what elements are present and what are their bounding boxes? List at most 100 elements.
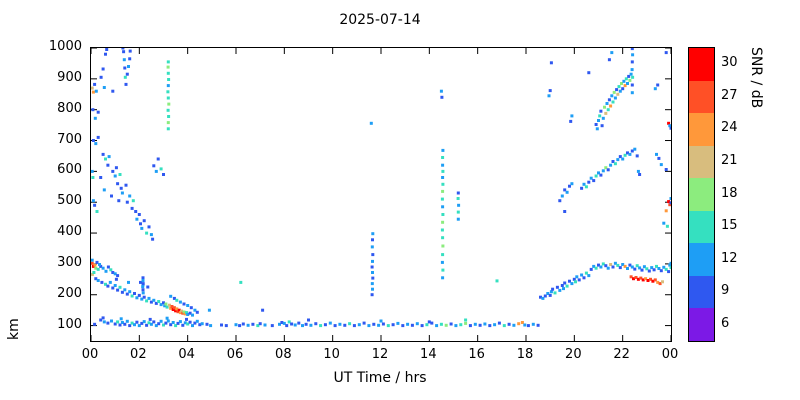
data-point [319,324,323,328]
data-point [169,323,173,327]
data-point [577,278,581,282]
data-point [93,203,97,207]
data-point [93,322,97,326]
x-tick-label: 10 [323,347,340,362]
data-point [93,82,97,86]
data-point [91,272,94,276]
data-point [147,225,151,229]
data-point [493,323,497,327]
data-point [653,87,657,91]
data-point [119,317,123,321]
data-point [497,321,501,325]
data-point [104,269,108,273]
data-point [169,294,173,298]
data-point [441,253,445,257]
data-point [307,318,310,322]
data-point [639,276,643,280]
x-tick-label: 00 [661,347,679,362]
data-point [111,286,115,290]
data-point [391,323,395,327]
y-tick-label: 600 [57,162,82,178]
data-point [415,322,419,326]
data-point [127,280,130,284]
data-point [166,108,170,112]
data-point [622,79,626,83]
data-point [170,305,174,308]
data-point [166,90,170,94]
data-point [507,322,511,326]
chart-title: 2025-07-14 [339,12,421,28]
data-point [631,53,635,57]
colorbar-tick-label: 24 [721,120,738,136]
data-point [101,152,105,156]
data-point [163,304,167,308]
data-point [168,303,171,307]
data-point [166,127,170,131]
data-point [371,287,374,291]
data-point [162,323,165,327]
data-point [191,324,194,328]
data-point [258,322,262,326]
data-point [263,323,267,327]
data-point [167,115,171,118]
data-point [110,194,113,198]
data-point [104,282,107,286]
data-point [154,301,158,305]
data-point [563,210,567,213]
data-point [627,74,631,78]
data-point [569,119,573,123]
data-point [185,317,188,321]
data-point [280,321,284,324]
data-point [116,288,120,292]
data-point [151,237,155,241]
data-point [560,194,564,198]
data-point [570,282,574,286]
data-point [669,266,671,270]
colorbar [688,47,715,342]
data-point [167,78,171,81]
data-point [607,58,611,62]
data-point [370,282,374,286]
data-point [191,313,194,317]
data-point [594,174,598,178]
data-point [626,82,629,85]
data-point [587,274,591,278]
data-point [441,182,445,186]
data-point [111,89,115,93]
data-point [188,311,192,315]
data-point [104,157,107,161]
data-point [456,210,460,214]
data-point [142,320,146,324]
data-point [118,285,122,289]
data-point [611,265,615,269]
data-point [589,176,593,180]
data-point [630,48,634,51]
data-point [630,68,634,72]
data-point [91,90,95,94]
data-point [592,264,596,268]
data-point [613,261,617,265]
colorbar-band [689,113,714,146]
data-point [667,121,671,125]
data-point [611,100,615,104]
data-point [609,104,613,108]
data-point [162,173,165,176]
data-point [186,313,190,316]
data-point [611,160,615,163]
data-point [371,271,374,274]
data-point [599,173,603,177]
data-point [645,267,649,271]
data-point [526,324,530,328]
data-point [616,263,620,267]
data-point [166,84,170,88]
data-point [104,52,107,56]
y-axis-label: km [6,318,22,340]
data-point [101,266,105,270]
data-point [599,109,603,113]
data-point [464,321,468,325]
data-point [135,296,139,300]
data-point [111,169,115,173]
x-tick-label: 16 [468,347,485,362]
data-point [182,310,186,314]
data-point [149,233,153,237]
